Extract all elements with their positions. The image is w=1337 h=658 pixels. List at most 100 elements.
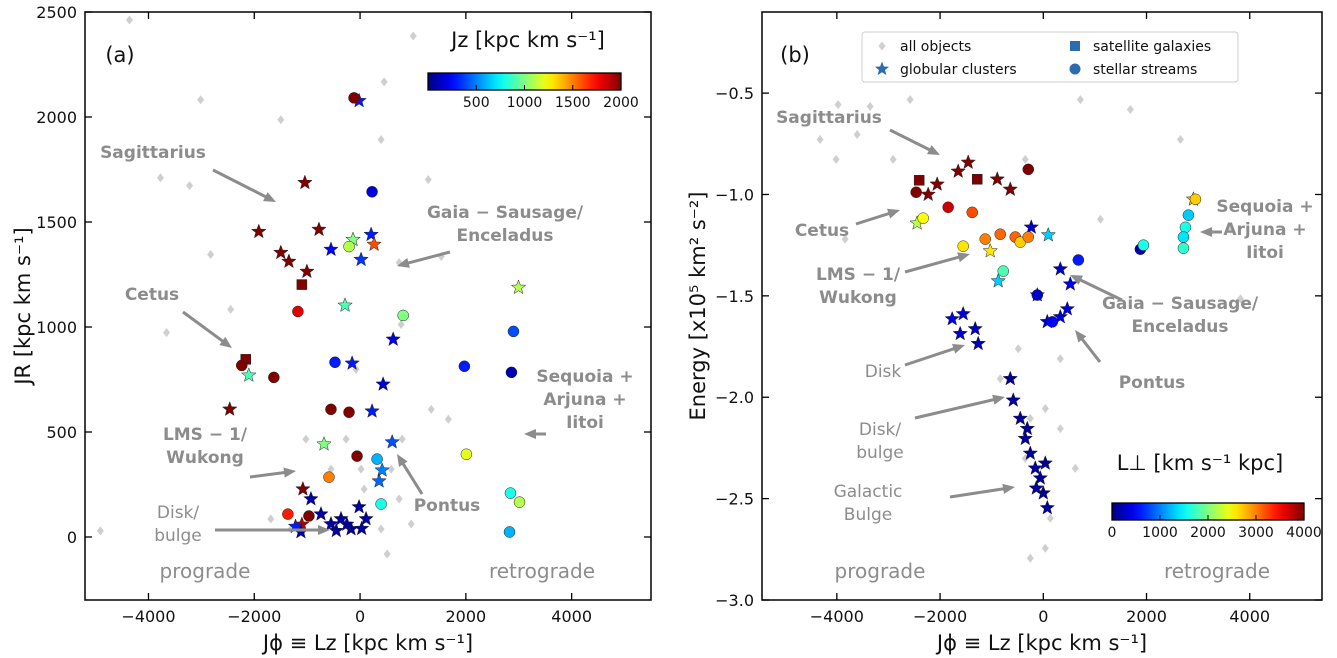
circle-point <box>329 356 341 369</box>
annotation-arrow <box>212 168 268 199</box>
x-tick-label: 4000 <box>551 607 592 626</box>
annotation-arrow <box>949 487 1005 499</box>
annotation-arrowhead <box>397 258 410 268</box>
star-point <box>510 279 527 295</box>
colorbar-tick-label: 2000 <box>1190 525 1226 541</box>
circle-point <box>1182 209 1195 221</box>
colorbar-tick-label: 500 <box>463 95 490 111</box>
x-axis-label: Jϕ ≡ Lz [kpc km s⁻¹] <box>935 631 1147 655</box>
star-point <box>982 242 999 258</box>
diamond-point <box>207 250 215 260</box>
x-tick-label: −4000 <box>810 607 864 626</box>
star-point <box>1032 469 1049 485</box>
diamond-point <box>1071 463 1079 473</box>
annotation-label: Galactic <box>834 482 903 502</box>
annotation-arrowhead <box>927 145 940 155</box>
circle-point <box>1022 163 1035 176</box>
star-point <box>351 498 367 514</box>
star-point <box>1027 459 1044 475</box>
star-point <box>952 325 968 341</box>
region-label: retrograde <box>1164 559 1270 583</box>
star-point <box>313 505 329 521</box>
annotation-label: Sequoia + <box>536 367 633 387</box>
annotation-label: Iitoi <box>566 413 604 433</box>
circle-point <box>966 206 978 219</box>
annotation-arrow <box>182 310 225 344</box>
annotation-label: Pontus <box>1119 373 1186 393</box>
annotation-label: Cetus <box>795 221 849 241</box>
diamond-point <box>1021 154 1029 164</box>
annotation-arrow <box>1078 278 1123 302</box>
plot-frame <box>84 11 652 601</box>
annotation-label: Iitoi <box>1246 243 1284 263</box>
annotation-arrowhead <box>219 336 232 348</box>
x-tick-label: 2000 <box>1126 607 1167 626</box>
annotation-label: Arjuna + <box>1223 220 1306 240</box>
diamond-point <box>832 154 840 164</box>
diamond-point <box>156 173 164 183</box>
circle-point <box>1177 231 1190 243</box>
circle-point <box>507 325 520 338</box>
diamond-point <box>1226 224 1234 234</box>
star-point <box>297 174 313 190</box>
diamond-point <box>360 484 368 494</box>
diamond-point <box>227 304 235 314</box>
annotation-label: Arjuna + <box>543 390 626 410</box>
star-point <box>311 221 327 237</box>
annotation-label: Enceladus <box>1131 317 1228 337</box>
legend-marker <box>878 41 886 51</box>
diamond-point <box>302 434 310 444</box>
star-point <box>1019 420 1036 436</box>
star-point <box>250 223 267 239</box>
legend-label: stellar streams <box>1093 62 1197 78</box>
annotation-arrowhead <box>887 208 900 219</box>
diamond-point <box>427 404 435 414</box>
star-point <box>273 244 289 260</box>
colorbar-label: L⊥ [km s⁻¹ kpc] <box>1117 451 1284 475</box>
x-tick-label: −2000 <box>227 607 281 626</box>
diamond-point <box>816 135 824 145</box>
star-point <box>371 472 387 488</box>
star-point <box>299 263 315 279</box>
star-point <box>366 236 382 252</box>
star-point <box>929 176 945 191</box>
star-point <box>281 253 297 269</box>
colorbar-tick-label: 0 <box>1108 525 1117 541</box>
x-tick-label: 2000 <box>446 607 487 626</box>
diamond-point <box>125 15 133 25</box>
star-point <box>337 297 353 312</box>
diamond-point <box>1056 354 1064 364</box>
diamond-point <box>342 434 350 444</box>
annotation-label: Cetus <box>125 285 179 305</box>
star-point <box>344 355 360 370</box>
star-point <box>240 367 257 382</box>
star-point <box>328 522 345 538</box>
annotation-arrow <box>914 397 996 420</box>
circle-point <box>1137 239 1150 251</box>
y-tick-label: −1.0 <box>715 185 754 204</box>
square-point <box>296 279 308 290</box>
circle-point <box>957 240 969 252</box>
star-point <box>970 335 986 351</box>
square-point <box>913 175 925 186</box>
star-point <box>967 320 983 336</box>
diamond-point <box>1237 294 1245 304</box>
colorbar-tick-label: 4000 <box>1286 525 1322 541</box>
annotation-arrowhead <box>957 252 970 263</box>
circle-point <box>1177 242 1190 254</box>
colorbar-tick-label: 3000 <box>1238 525 1274 541</box>
circle-point <box>343 240 355 253</box>
star-point <box>920 186 936 202</box>
y-tick-label: −3.0 <box>715 591 754 610</box>
diamond-point <box>407 519 415 529</box>
circle-point <box>1189 193 1202 206</box>
legend-label: all objects <box>900 39 971 55</box>
annotation-arrowhead <box>992 394 1005 405</box>
circle-point <box>375 498 387 510</box>
circle-point <box>994 228 1006 240</box>
circle-point <box>458 360 471 373</box>
diamond-point <box>380 77 388 87</box>
circle-point <box>397 309 409 322</box>
annotation-arrow <box>855 211 891 226</box>
circle-point <box>348 92 360 104</box>
